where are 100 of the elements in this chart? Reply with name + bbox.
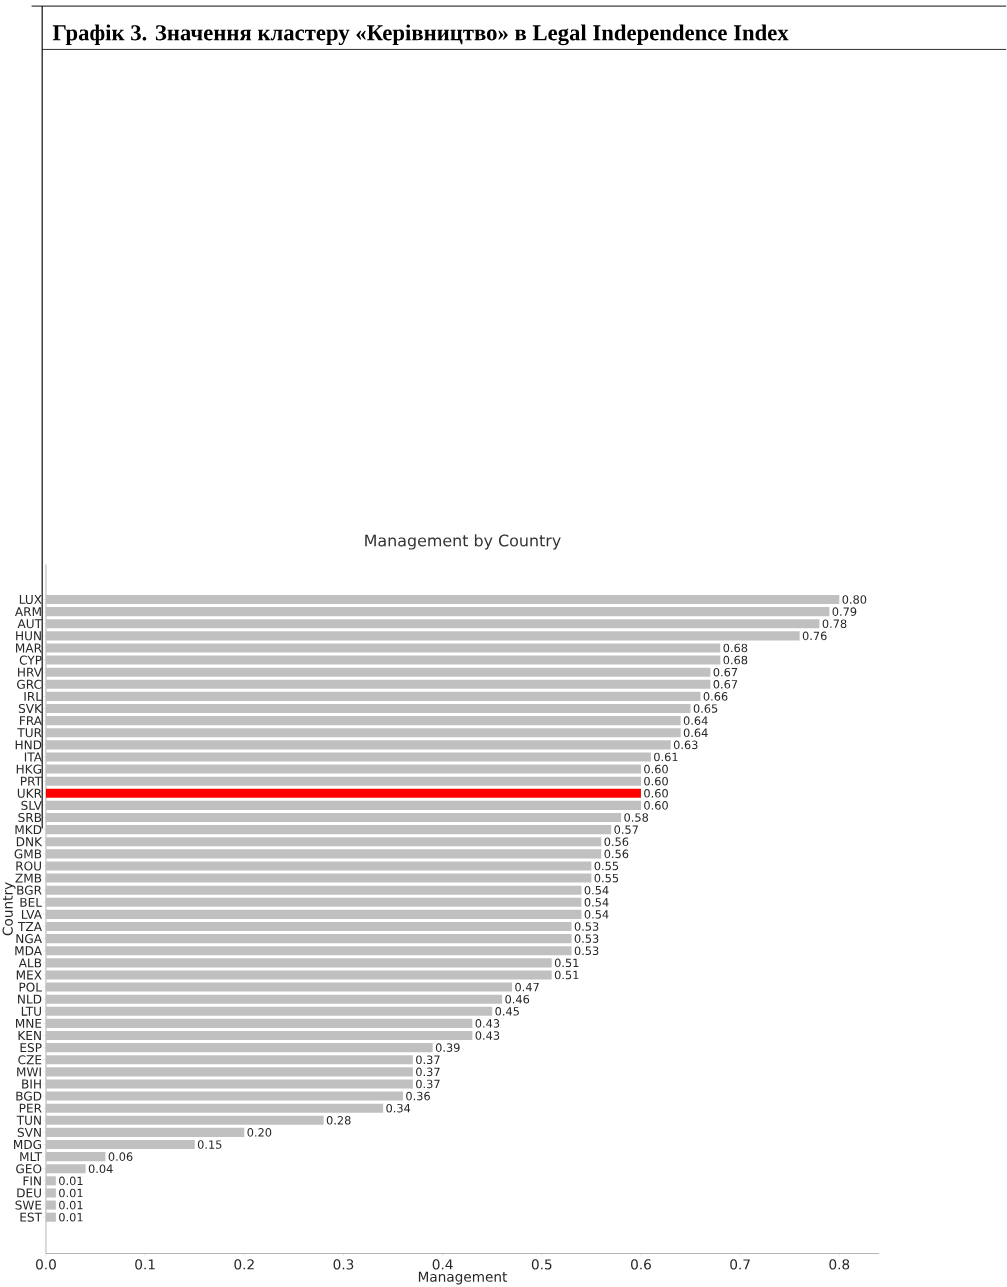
bar — [46, 594, 840, 605]
bar — [46, 788, 642, 798]
chart-title: Графік 3. Значення кластеру «Керівництво» в Legal Independence Index — [52, 24, 789, 46]
data-label: 0.04 — [88, 1164, 113, 1174]
bar — [46, 994, 503, 1004]
bar — [46, 1079, 413, 1089]
data-label: 0.01 — [59, 1212, 83, 1222]
data-label: 0.36 — [406, 1091, 431, 1101]
data-label: 0.55 — [594, 873, 619, 883]
y-tick-label: FRA — [20, 716, 43, 726]
bar — [46, 1212, 56, 1222]
bar — [46, 1018, 473, 1028]
y-tick-label: POL — [19, 982, 43, 992]
bar — [46, 655, 721, 665]
x-tick-label: 0.5 — [531, 1259, 552, 1270]
bar — [46, 1030, 473, 1041]
y-tick-label: HUN — [16, 631, 41, 641]
x-tick-label: 0.8 — [829, 1259, 850, 1270]
data-label: 0.43 — [475, 1031, 500, 1040]
x-tick-label: 0.1 — [135, 1259, 155, 1270]
bar — [46, 1176, 56, 1186]
x-tick-label: 0.7 — [730, 1259, 750, 1270]
data-label: 0.68 — [723, 655, 748, 665]
data-label: 0.53 — [574, 922, 599, 931]
y-tick-label: GRC — [17, 679, 42, 689]
y-tick-label: NGA — [16, 934, 43, 944]
bar — [46, 1006, 493, 1016]
y-tick-label: MEX — [16, 970, 42, 980]
data-label: 0.53 — [574, 934, 599, 943]
bar — [46, 1152, 106, 1162]
data-label: 0.28 — [326, 1116, 351, 1125]
bar — [46, 921, 572, 932]
y-tick-label: BGR — [17, 885, 42, 895]
data-label: 0.55 — [594, 861, 619, 871]
data-label: 0.67 — [713, 680, 738, 689]
y-tick-label: MDG — [14, 1139, 42, 1150]
data-label: 0.60 — [644, 801, 669, 810]
chart-subtitle: Management by Country — [365, 534, 561, 550]
bar — [46, 619, 820, 629]
y-tick-label: TUN — [16, 1115, 41, 1125]
data-label: 0.54 — [584, 885, 609, 895]
bar — [46, 897, 582, 907]
bar — [46, 716, 681, 726]
bar — [46, 1055, 413, 1065]
bar — [46, 1067, 413, 1077]
bar — [46, 861, 592, 871]
data-label: 0.63 — [673, 740, 698, 750]
y-tick-label: PER — [19, 1103, 42, 1113]
data-label: 0.56 — [604, 849, 629, 859]
bar — [46, 764, 642, 774]
data-label: 0.54 — [584, 910, 609, 919]
data-label: 0.57 — [614, 825, 639, 834]
data-label: 0.68 — [723, 643, 748, 653]
y-tick-label: ZMB — [15, 873, 42, 883]
bar — [46, 885, 582, 895]
data-label: 0.60 — [644, 764, 669, 774]
bar — [46, 607, 830, 617]
bar — [46, 776, 642, 786]
y-tick-label: BEL — [20, 897, 43, 907]
y-tick-label: ROU — [16, 861, 42, 871]
data-label: 0.65 — [693, 704, 718, 713]
y-tick-label: ARM — [15, 607, 41, 617]
y-tick-label: MKD — [15, 825, 42, 835]
bar — [46, 740, 671, 750]
data-label: 0.37 — [416, 1067, 440, 1077]
y-tick-label: ITA — [25, 752, 43, 762]
data-label: 0.39 — [435, 1043, 460, 1052]
y-tick-label: LVA — [22, 909, 43, 919]
y-tick-label: LTU — [21, 1006, 42, 1016]
bar — [46, 909, 582, 919]
bar — [46, 1091, 404, 1101]
y-tick-label: TZA — [18, 922, 43, 931]
data-label: 0.54 — [584, 898, 609, 907]
data-label: 0.67 — [713, 667, 738, 677]
y-tick-label: BGD — [16, 1091, 42, 1101]
bar — [46, 1188, 56, 1198]
y-tick-label: SLV — [21, 800, 43, 810]
bar — [46, 970, 552, 980]
y-tick-label: SWE — [15, 1200, 42, 1210]
bar — [46, 643, 721, 653]
x-tick-label: 0.2 — [234, 1259, 254, 1270]
bar — [46, 837, 602, 847]
bar — [46, 631, 800, 641]
y-tick-label: EST — [20, 1212, 43, 1222]
data-label: 0.45 — [495, 1007, 520, 1016]
x-axis-title: Management — [419, 1271, 508, 1285]
y-tick-label: GEO — [16, 1164, 42, 1174]
bar — [46, 849, 602, 859]
bar — [46, 1127, 245, 1137]
bar — [46, 800, 642, 810]
y-tick-label: LUX — [20, 595, 42, 605]
data-label: 0.64 — [683, 728, 708, 738]
x-tick-label: 0.3 — [333, 1259, 354, 1270]
y-tick-label: DEU — [17, 1188, 42, 1198]
y-tick-label: HND — [15, 740, 42, 750]
y-tick-label: MLT — [20, 1152, 43, 1162]
y-axis-title: Country — [2, 882, 16, 936]
bar — [46, 982, 513, 992]
y-tick-label: FIN — [23, 1176, 41, 1186]
data-label: 0.01 — [59, 1188, 83, 1198]
